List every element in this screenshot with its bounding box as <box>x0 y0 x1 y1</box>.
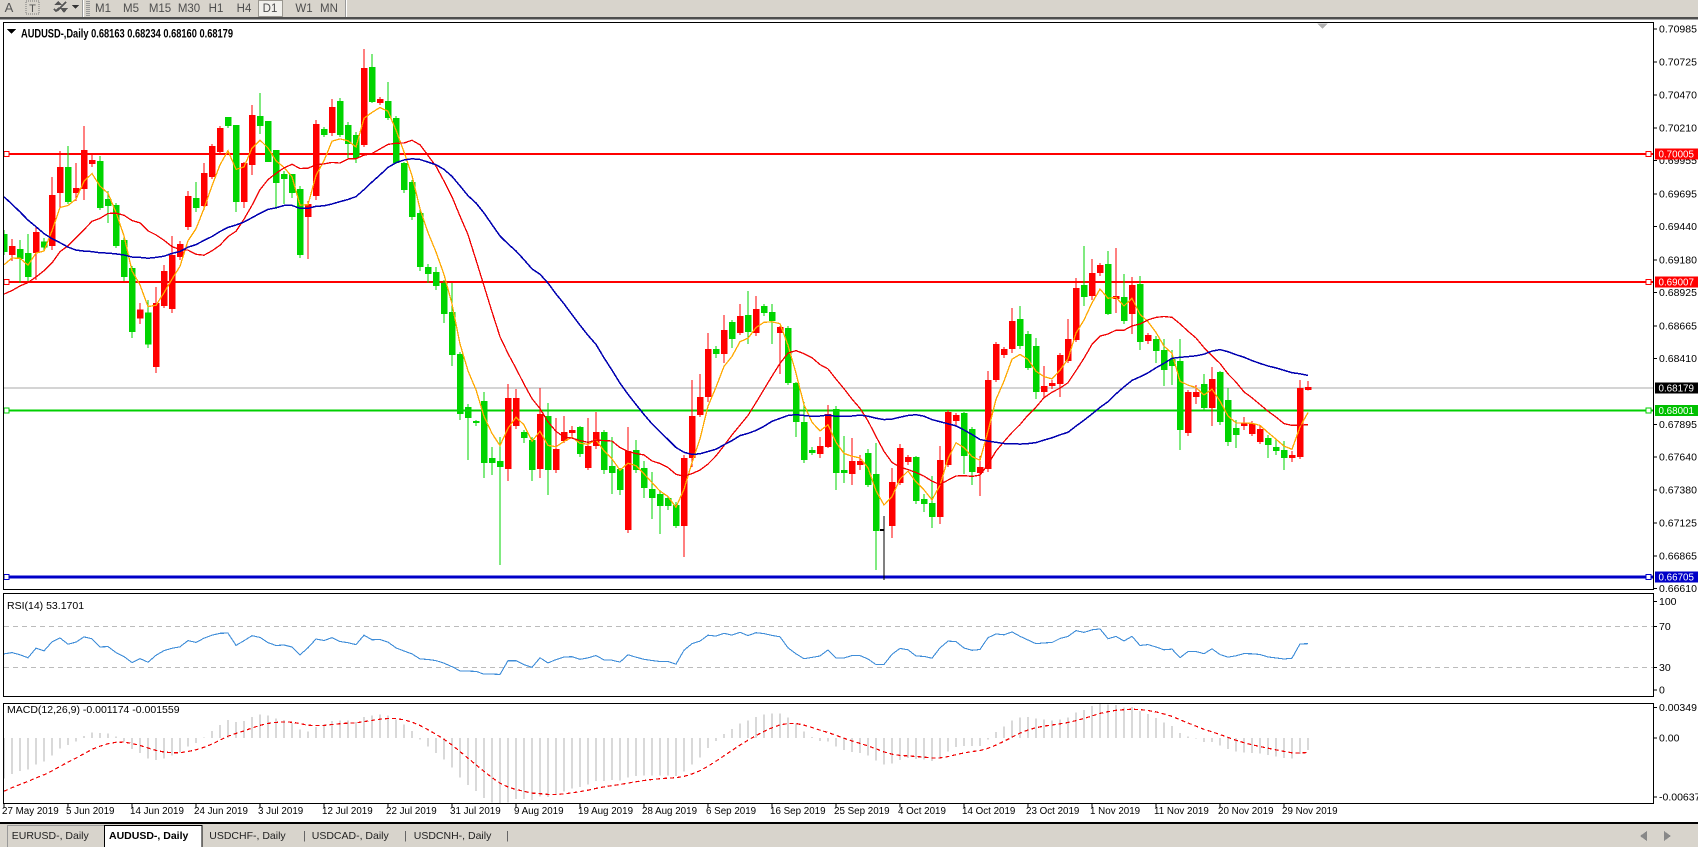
svg-text:0.70985: 0.70985 <box>1659 23 1697 35</box>
svg-text:EURUSD-, Daily: EURUSD-, Daily <box>12 830 90 842</box>
svg-text:USDCNH-, Daily: USDCNH-, Daily <box>414 830 492 842</box>
svg-text:30: 30 <box>1659 662 1671 674</box>
svg-text:H1: H1 <box>209 3 224 15</box>
svg-text:M15: M15 <box>149 3 171 15</box>
svg-text:USDCAD-, Daily: USDCAD-, Daily <box>312 830 390 842</box>
svg-text:0.69440: 0.69440 <box>1659 221 1697 233</box>
svg-text:0.00349: 0.00349 <box>1659 702 1697 714</box>
svg-text:1 Nov 2019: 1 Nov 2019 <box>1090 806 1140 817</box>
svg-text:24 Jun 2019: 24 Jun 2019 <box>194 806 248 817</box>
svg-text:23 Oct 2019: 23 Oct 2019 <box>1026 806 1079 817</box>
svg-text:0.67125: 0.67125 <box>1659 517 1697 529</box>
svg-text:W1: W1 <box>295 3 312 15</box>
svg-text:H4: H4 <box>237 3 252 15</box>
svg-text:0.68179: 0.68179 <box>1659 384 1694 395</box>
svg-text:M1: M1 <box>95 3 111 15</box>
svg-text:12 Jul 2019: 12 Jul 2019 <box>322 806 373 817</box>
svg-text:4 Oct 2019: 4 Oct 2019 <box>898 806 946 817</box>
svg-text:RSI(14) 53.1701: RSI(14) 53.1701 <box>7 600 84 612</box>
svg-text:|: | <box>506 830 509 842</box>
svg-text:0.70470: 0.70470 <box>1659 89 1697 101</box>
svg-text:|: | <box>404 830 407 842</box>
svg-text:0.67895: 0.67895 <box>1659 419 1697 431</box>
svg-text:0.69007: 0.69007 <box>1659 278 1694 289</box>
svg-text:70: 70 <box>1659 621 1671 633</box>
svg-text:100: 100 <box>1659 596 1677 608</box>
svg-text:0.70725: 0.70725 <box>1659 57 1697 69</box>
svg-text:AUDUSD-, Daily: AUDUSD-, Daily <box>109 830 189 842</box>
svg-text:MN: MN <box>320 3 338 15</box>
svg-text:T: T <box>29 3 36 15</box>
svg-text:0.70210: 0.70210 <box>1659 123 1697 135</box>
svg-text:0.00: 0.00 <box>1659 732 1680 744</box>
svg-text:0: 0 <box>1659 685 1665 697</box>
svg-text:|: | <box>303 830 306 842</box>
svg-text:0.66865: 0.66865 <box>1659 551 1697 563</box>
svg-text:0.67640: 0.67640 <box>1659 451 1697 463</box>
svg-text:0.68410: 0.68410 <box>1659 353 1697 365</box>
svg-text:0.69180: 0.69180 <box>1659 254 1697 266</box>
svg-text:16 Sep 2019: 16 Sep 2019 <box>770 806 826 817</box>
svg-text:0.68925: 0.68925 <box>1659 287 1697 299</box>
svg-text:M5: M5 <box>123 3 139 15</box>
svg-text:USDCHF-, Daily: USDCHF-, Daily <box>209 830 286 842</box>
svg-text:0.68001: 0.68001 <box>1659 406 1694 417</box>
svg-text:0.69695: 0.69695 <box>1659 189 1697 201</box>
svg-text:MACD(12,26,9) -0.001174 -0.001: MACD(12,26,9) -0.001174 -0.001559 <box>7 704 180 716</box>
svg-text:6 Sep 2019: 6 Sep 2019 <box>706 806 756 817</box>
svg-text:31 Jul 2019: 31 Jul 2019 <box>450 806 501 817</box>
svg-text:0.66610: 0.66610 <box>1659 583 1697 595</box>
svg-text:9 Aug 2019: 9 Aug 2019 <box>514 806 564 817</box>
svg-text:14 Jun 2019: 14 Jun 2019 <box>130 806 184 817</box>
svg-text:0.70005: 0.70005 <box>1659 150 1695 161</box>
svg-text:AUDUSD-,Daily 0.68163 0.68234: AUDUSD-,Daily 0.68163 0.68234 0.68160 0.… <box>21 27 233 41</box>
svg-text:D1: D1 <box>263 3 278 15</box>
svg-text:0.68665: 0.68665 <box>1659 320 1697 332</box>
svg-text:22 Jul 2019: 22 Jul 2019 <box>386 806 437 817</box>
svg-text:0.66705: 0.66705 <box>1659 573 1695 584</box>
svg-text:5 Jun 2019: 5 Jun 2019 <box>66 806 114 817</box>
svg-text:11 Nov 2019: 11 Nov 2019 <box>1154 806 1209 817</box>
svg-text:M30: M30 <box>178 3 200 15</box>
svg-text:0.67380: 0.67380 <box>1659 485 1697 497</box>
svg-text:A: A <box>5 0 14 15</box>
svg-text:28 Aug 2019: 28 Aug 2019 <box>642 806 697 817</box>
svg-text:-0.00637: -0.00637 <box>1659 792 1698 804</box>
svg-text:19 Aug 2019: 19 Aug 2019 <box>578 806 633 817</box>
svg-text:14 Oct 2019: 14 Oct 2019 <box>962 806 1015 817</box>
svg-text:20 Nov 2019: 20 Nov 2019 <box>1218 806 1274 817</box>
svg-text:29 Nov 2019: 29 Nov 2019 <box>1282 806 1338 817</box>
svg-text:27 May 2019: 27 May 2019 <box>2 806 59 817</box>
svg-text:3 Jul 2019: 3 Jul 2019 <box>258 806 303 817</box>
svg-text:25 Sep 2019: 25 Sep 2019 <box>834 806 890 817</box>
